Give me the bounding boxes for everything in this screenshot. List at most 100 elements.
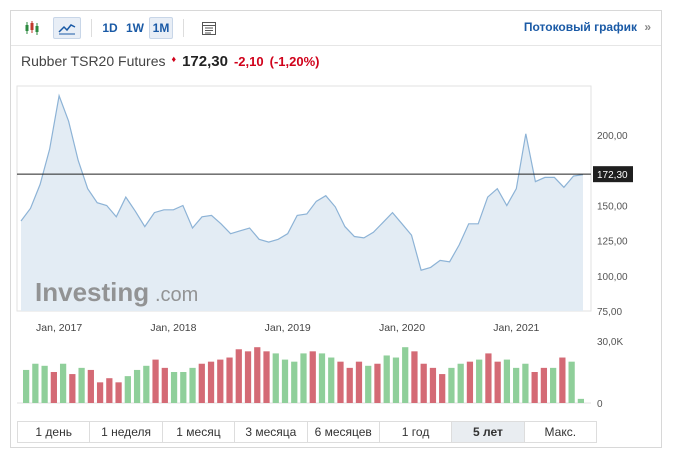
period-button[interactable]: 5 лет (452, 422, 525, 442)
volume-bar (577, 398, 584, 403)
candlestick-icon[interactable] (19, 17, 45, 39)
volume-bar (402, 347, 409, 403)
volume-bar (328, 357, 335, 403)
streaming-chart-label: Потоковый график (523, 20, 637, 34)
volume-bar (485, 353, 492, 403)
streaming-chart-link[interactable]: Потоковый график » (524, 20, 651, 34)
volume-bar (152, 359, 159, 403)
volume-bar (41, 365, 48, 403)
volume-bar (133, 369, 141, 403)
x-tick-label: Jan, 2021 (493, 322, 539, 334)
volume-bar (87, 369, 94, 403)
period-button[interactable]: 1 день (18, 422, 91, 442)
volume-bar (522, 363, 529, 403)
volume-bar (420, 363, 427, 403)
volume-bar (476, 359, 483, 403)
chart-widget: 1D 1W 1M Потоковый график » Rubber TSR20… (10, 10, 662, 448)
instrument-header: Rubber TSR20 Futures ♦ 172,30 -2,10 (-1,… (21, 53, 319, 73)
period-button[interactable]: 1 неделя (90, 422, 163, 442)
volume-bar (355, 361, 363, 403)
toolbar-divider (183, 19, 184, 37)
volume-bar (50, 372, 57, 403)
volume-bar (300, 353, 307, 403)
volume-bar (180, 372, 187, 403)
toolbar-divider (91, 19, 92, 37)
x-tick-label: Jan, 2018 (150, 322, 196, 334)
period-button[interactable]: 6 месяцев (308, 422, 380, 442)
volume-bar (365, 365, 372, 403)
instrument-change: -2,10 (233, 54, 264, 69)
volume-bar (161, 367, 168, 403)
volume-bar (217, 359, 224, 403)
volume-bar (69, 374, 76, 403)
period-1d-button[interactable]: 1D (102, 21, 118, 35)
period-button[interactable]: 1 год (380, 422, 453, 442)
volume-bar (318, 353, 326, 403)
volume-bar (115, 382, 122, 403)
y-tick-label: 125,00 (597, 237, 628, 248)
current-price-tag (593, 166, 633, 183)
current-price-label: 172,30 (597, 170, 628, 181)
volume-zero-label: 0 (597, 399, 603, 410)
investing-logo-suffix: .com (155, 284, 198, 306)
volume-bar (439, 374, 446, 403)
volume-bar (263, 351, 270, 403)
volume-bar (531, 372, 538, 403)
chevron-right-icon: » (644, 20, 651, 34)
volume-bar (513, 367, 520, 403)
volume-bar (59, 363, 67, 403)
volume-bar (170, 372, 178, 403)
price-down-icon: ♦ (171, 54, 177, 64)
line-chart-icon[interactable] (53, 17, 81, 39)
price-area (21, 95, 583, 311)
chart-toolbar: 1D 1W 1M Потоковый график » (11, 11, 661, 46)
volume-bar (244, 351, 252, 403)
volume-bar (124, 376, 131, 403)
period-button[interactable]: 3 месяца (235, 422, 308, 442)
volume-bar (346, 367, 353, 403)
price-chart[interactable]: 200,00175,00150,00125,00100,0075,00172,3… (11, 11, 661, 447)
volume-bar (309, 351, 316, 403)
period-1m-button[interactable]: 1M (149, 17, 173, 39)
calendar-icon[interactable] (197, 17, 221, 39)
volume-bar (226, 357, 233, 403)
volume-bar (78, 367, 85, 403)
volume-bar (568, 361, 575, 403)
period-selector: 1 день 1 неделя 1 месяц 3 месяца 6 месяцев 1 … (17, 421, 597, 443)
volume-bar (23, 369, 30, 403)
investing-logo: Investing (35, 277, 149, 307)
volume-bar (189, 367, 196, 403)
y-tick-label: 200,00 (597, 131, 628, 142)
volume-bar (235, 349, 242, 403)
volume-bar (550, 367, 557, 403)
volume-bar (559, 357, 566, 403)
y-tick-label: 150,00 (597, 202, 628, 213)
period-button[interactable]: 1 месяц (163, 422, 236, 442)
volume-bar (198, 363, 205, 403)
volume-bar (383, 355, 390, 403)
volume-bar (392, 357, 400, 403)
volume-bar (429, 367, 437, 403)
volume-bar (540, 367, 548, 403)
volume-bar (272, 353, 279, 403)
x-tick-label: Jan, 2017 (36, 322, 82, 334)
volume-bar (503, 359, 511, 403)
volume-bar (494, 361, 501, 403)
volume-max-label: 30,0K (597, 337, 623, 348)
period-1w-button[interactable]: 1W (126, 21, 144, 35)
instrument-name: Rubber TSR20 Futures (21, 53, 166, 69)
volume-bar (411, 351, 418, 403)
volume-bar (254, 347, 261, 403)
volume-bar (207, 361, 215, 403)
price-line (20, 93, 584, 271)
x-tick-label: Jan, 2019 (265, 322, 311, 334)
volume-bar (448, 367, 455, 403)
x-tick-label: Jan, 2020 (379, 322, 425, 334)
volume-bar (291, 361, 298, 403)
volume-bar (374, 363, 381, 403)
volume-bar (281, 359, 289, 403)
instrument-price: 172,30 (182, 53, 228, 70)
volume-bar (106, 378, 113, 403)
volume-bar (466, 361, 474, 403)
period-button[interactable]: Макс. (544, 425, 577, 439)
